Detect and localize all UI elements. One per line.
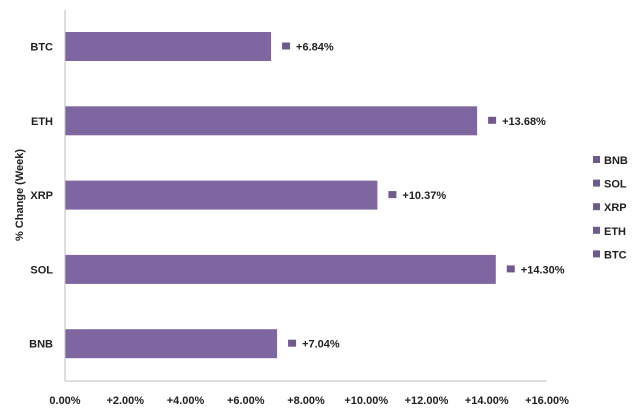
category-label-xrp: XRP <box>30 190 53 202</box>
x-tick-label: +6.00% <box>227 395 265 407</box>
legend-swatch-bnb <box>593 156 600 163</box>
legend-label-eth: ETH <box>604 226 626 238</box>
data-label-xrp: +10.37% <box>402 190 446 202</box>
legend-swatch-sol <box>593 179 600 187</box>
x-tick-label: 0.00% <box>49 395 80 407</box>
data-label-marker-bnb <box>288 339 297 347</box>
legend-swatch-eth <box>593 226 600 234</box>
data-label-bnb: +7.04% <box>302 339 340 351</box>
x-tick-label: +16.00% <box>525 395 569 407</box>
legend-label-btc: BTC <box>604 249 627 261</box>
bar-bnb <box>65 329 278 359</box>
x-tick-label: +2.00% <box>106 395 144 407</box>
category-label-btc: BTC <box>30 42 53 54</box>
legend-swatch-btc <box>593 250 600 258</box>
legend: BNB SOL XRP ETH BTC <box>593 155 628 261</box>
data-label-eth: +13.68% <box>502 116 546 128</box>
x-tick-label: +10.00% <box>344 395 388 407</box>
legend-label-xrp: XRP <box>604 202 627 214</box>
bar-eth <box>65 106 478 136</box>
labels-layer: BTC +6.84% ETH +13.68% XRP +10.37% SOL +14.30% B… <box>29 42 565 351</box>
x-tick-label: +4.00% <box>167 395 205 407</box>
data-label-btc: +6.84% <box>296 42 334 54</box>
data-label-marker-eth <box>488 116 497 124</box>
bar-btc <box>65 32 272 61</box>
data-label-marker-sol <box>506 265 515 273</box>
bar-sol <box>65 254 496 284</box>
legend-label-sol: SOL <box>604 179 627 191</box>
bar-xrp <box>65 180 378 210</box>
data-label-marker-btc <box>282 42 291 50</box>
data-label-marker-xrp <box>388 191 397 199</box>
x-tick-label: +8.00% <box>287 395 325 407</box>
category-label-eth: ETH <box>31 116 53 128</box>
category-label-bnb: BNB <box>29 339 53 351</box>
x-tick-label: +14.00% <box>465 395 509 407</box>
legend-swatch-xrp <box>593 203 600 211</box>
category-label-sol: SOL <box>30 264 53 276</box>
x-ticks-layer: 0.00% +2.00% +4.00% +6.00% +8.00% +10.00% +12.… <box>49 395 569 407</box>
y-axis-title: % Change (Week) <box>14 149 26 241</box>
data-label-sol: +14.30% <box>521 264 565 276</box>
bars-layer <box>65 32 496 359</box>
legend-label-bnb: BNB <box>604 155 628 167</box>
x-tick-label: +12.00% <box>405 395 449 407</box>
